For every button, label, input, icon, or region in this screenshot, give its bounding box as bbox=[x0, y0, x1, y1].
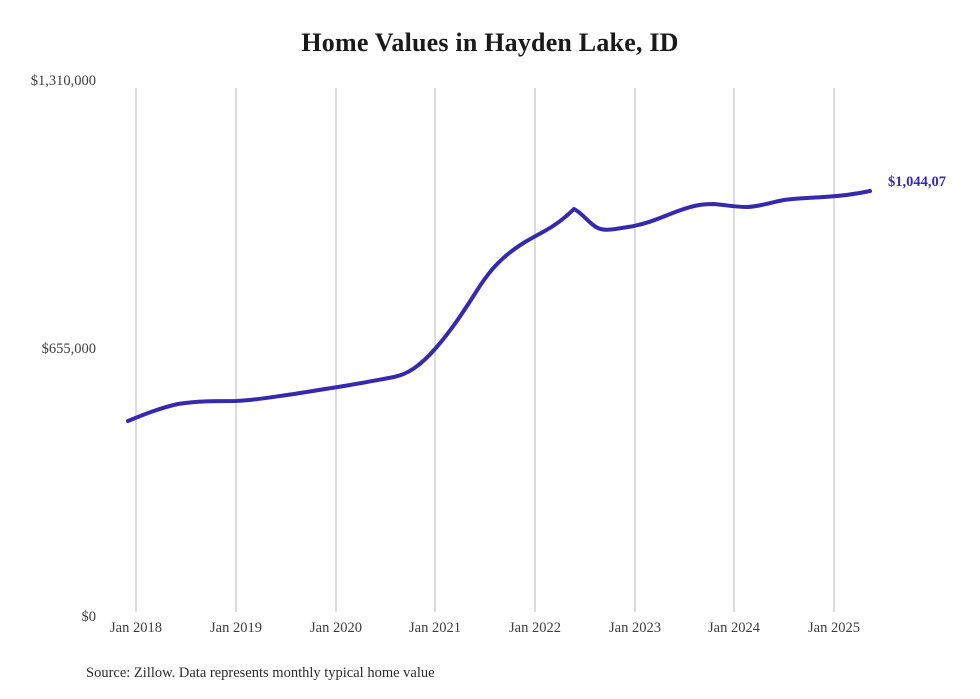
x-axis-tick-7: Jan 2025 bbox=[808, 620, 860, 636]
chart-title: Home Values in Hayden Lake, ID bbox=[301, 28, 679, 57]
x-axis-tick-1: Jan 2019 bbox=[210, 620, 262, 636]
y-axis-tick-mid: $655,000 bbox=[41, 341, 96, 357]
gridlines bbox=[135, 88, 835, 612]
x-axis-tick-3: Jan 2021 bbox=[409, 620, 461, 636]
x-axis-tick-5: Jan 2023 bbox=[609, 620, 661, 636]
x-axis-tick-0: Jan 2018 bbox=[110, 620, 162, 636]
end-value-label: $1,044,07 bbox=[888, 174, 946, 190]
x-axis-tick-2: Jan 2020 bbox=[310, 620, 362, 636]
y-axis-tick-top: $1,310,000 bbox=[30, 73, 96, 89]
source-note: Source: Zillow. Data represents monthly … bbox=[86, 665, 435, 681]
value-line bbox=[126, 189, 872, 423]
x-axis-tick-6: Jan 2024 bbox=[708, 620, 760, 636]
x-axis-tick-4: Jan 2022 bbox=[509, 620, 561, 636]
y-axis-tick-zero: $0 bbox=[81, 609, 97, 625]
